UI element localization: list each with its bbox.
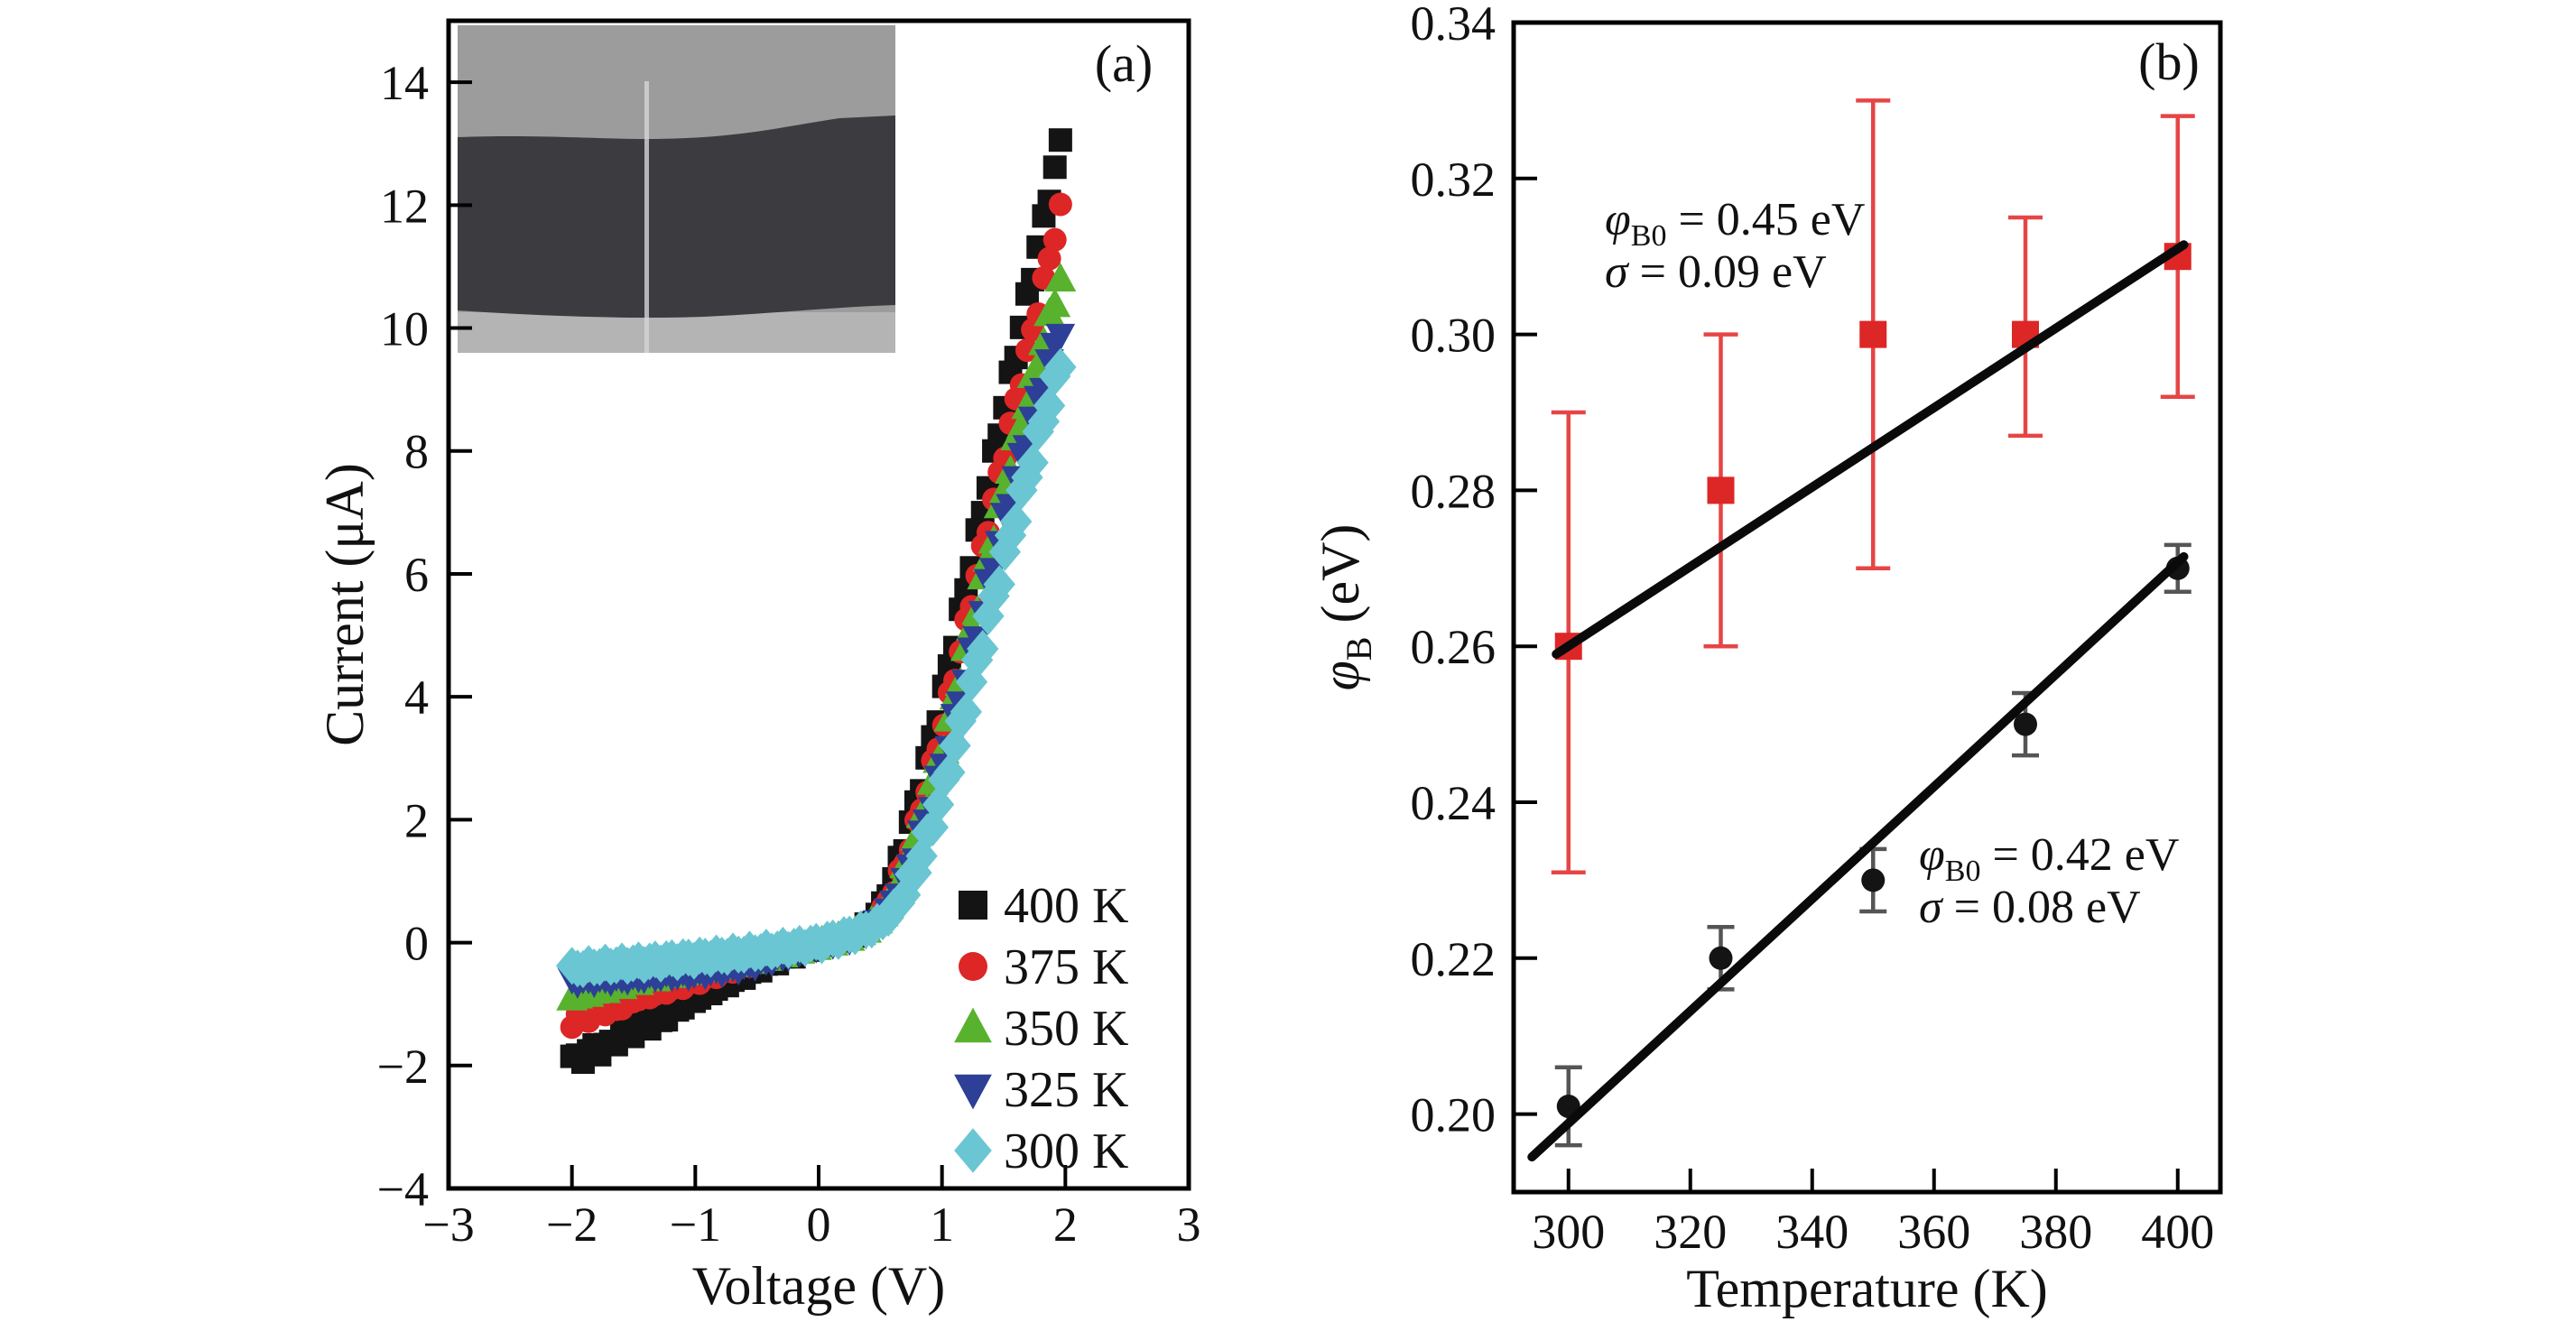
y-tick-label: 8: [404, 425, 429, 479]
legend-marker-350-K: [954, 1007, 992, 1043]
y-tick-label: 4: [404, 670, 429, 725]
x-tick-label: −2: [546, 1197, 598, 1252]
panel-b-axis-box: [1511, 20, 2223, 1195]
legend-marker-400-K: [959, 891, 987, 920]
y-tick-label: 0.20: [1411, 1088, 1496, 1142]
linear-fit-line: [1527, 551, 2189, 1162]
panel-b-label: (b): [2138, 32, 2200, 91]
y-tick-label: 10: [380, 302, 429, 356]
data-point: [967, 629, 999, 669]
legend-label: 375 K: [1004, 939, 1128, 995]
data-point: [1044, 347, 1077, 386]
x-tick-label: 1: [930, 1197, 954, 1252]
panel-b-barrier-height-vs-temperature: 300 320 340 360 380 400 0.34 0.32 0.30 0.28 0.26 0.…: [1311, 0, 2223, 1318]
data-point: [1027, 402, 1061, 441]
data-point: [988, 532, 1022, 571]
y-tick-label: 0.34: [1411, 0, 1496, 51]
data-point: [1859, 320, 1887, 348]
x-tick-label: 0: [807, 1197, 831, 1252]
sem-nanowire-inset: [458, 25, 895, 353]
y-tick-label: 0.24: [1411, 776, 1496, 830]
data-point: [1005, 471, 1038, 510]
data-point: [1016, 443, 1049, 482]
y-tick-label: 0.30: [1411, 309, 1496, 363]
x-axis-label: Temperature (K): [1686, 1259, 2048, 1318]
data-point: [1707, 476, 1735, 504]
data-point: [1045, 323, 1076, 351]
data-point: [955, 662, 988, 701]
annotation-lower-sigma: σ = 0.08 eV: [1919, 882, 2141, 933]
series-300-k: [555, 347, 1077, 989]
y-tick-label: −4: [377, 1162, 429, 1216]
x-tick-label: 380: [2019, 1205, 2092, 1259]
x-tick-label: −1: [670, 1197, 721, 1252]
y-tick-label: 6: [404, 548, 429, 602]
sem-substrate-strip: [458, 312, 895, 353]
data-point: [972, 596, 1005, 635]
data-point: [1015, 338, 1039, 363]
y-axis-label: φB (eV): [1311, 524, 1379, 691]
data-point: [950, 692, 982, 731]
data-point: [1039, 288, 1071, 318]
data-point: [905, 837, 938, 875]
x-tick-label: 320: [1654, 1205, 1727, 1259]
data-point: [1048, 128, 1072, 153]
y-tick-label: 12: [380, 179, 429, 233]
data-point: [916, 808, 950, 846]
legend-label: 325 K: [1004, 1062, 1128, 1118]
y-tick-label: 0.28: [1411, 464, 1496, 518]
y-axis-label: Current (μA): [315, 463, 375, 746]
x-tick-label: 300: [1532, 1205, 1605, 1259]
data-point: [933, 753, 966, 791]
y-tick-label: 0.26: [1411, 620, 1496, 674]
annotation-upper-phi: φB0 = 0.45 eV: [1605, 194, 1865, 253]
y-tick-label: 0.32: [1411, 153, 1496, 207]
linear-fit-line: [1552, 240, 2189, 659]
data-point: [1861, 868, 1886, 892]
panel-a-axis-box: [446, 18, 1191, 1191]
legend-marker-300-K: [954, 1128, 992, 1173]
y-tick-label: 2: [404, 793, 429, 847]
y-tick-label: −2: [377, 1040, 429, 1094]
panel-a-label: (a): [1095, 34, 1153, 93]
annotation-lower-phi: φB0 = 0.42 eV: [1919, 829, 2179, 888]
sem-nanowire: [458, 116, 895, 319]
x-tick-label: −3: [422, 1197, 474, 1252]
data-point: [1044, 262, 1077, 292]
y-tick-label: 0.22: [1411, 932, 1496, 986]
legend-marker-375-K: [959, 952, 987, 981]
data-point: [1042, 227, 1067, 252]
sem-bright-streak: [644, 81, 649, 353]
data-point: [1048, 192, 1072, 217]
x-tick-label: 2: [1053, 1197, 1078, 1252]
data-point: [1042, 155, 1067, 180]
legend-label: 400 K: [1004, 878, 1128, 934]
legend-label: 350 K: [1004, 1001, 1128, 1057]
y-tick-label: 14: [380, 56, 429, 110]
legend-label: 300 K: [1004, 1123, 1128, 1179]
data-point: [888, 875, 922, 914]
data-point: [983, 565, 1015, 604]
data-point: [1709, 946, 1733, 970]
series-red-squares: [1551, 98, 2195, 875]
legend-marker-325-K: [954, 1074, 992, 1110]
x-axis-label: Voltage (V): [692, 1256, 946, 1316]
x-tick-label: 3: [1177, 1197, 1201, 1252]
x-tick-label: 360: [1897, 1205, 1970, 1259]
data-point: [939, 726, 971, 765]
annotation-upper-sigma: σ = 0.09 eV: [1605, 246, 1827, 298]
data-point: [2014, 712, 2037, 736]
x-tick-label: 340: [1775, 1205, 1849, 1259]
data-point: [1037, 246, 1061, 271]
data-point: [922, 785, 955, 824]
data-point: [1033, 386, 1066, 425]
series-350-k: [556, 262, 1077, 1011]
data-point: [999, 502, 1033, 541]
x-tick-label: 400: [2141, 1205, 2214, 1259]
y-tick-label: 0: [404, 917, 429, 971]
